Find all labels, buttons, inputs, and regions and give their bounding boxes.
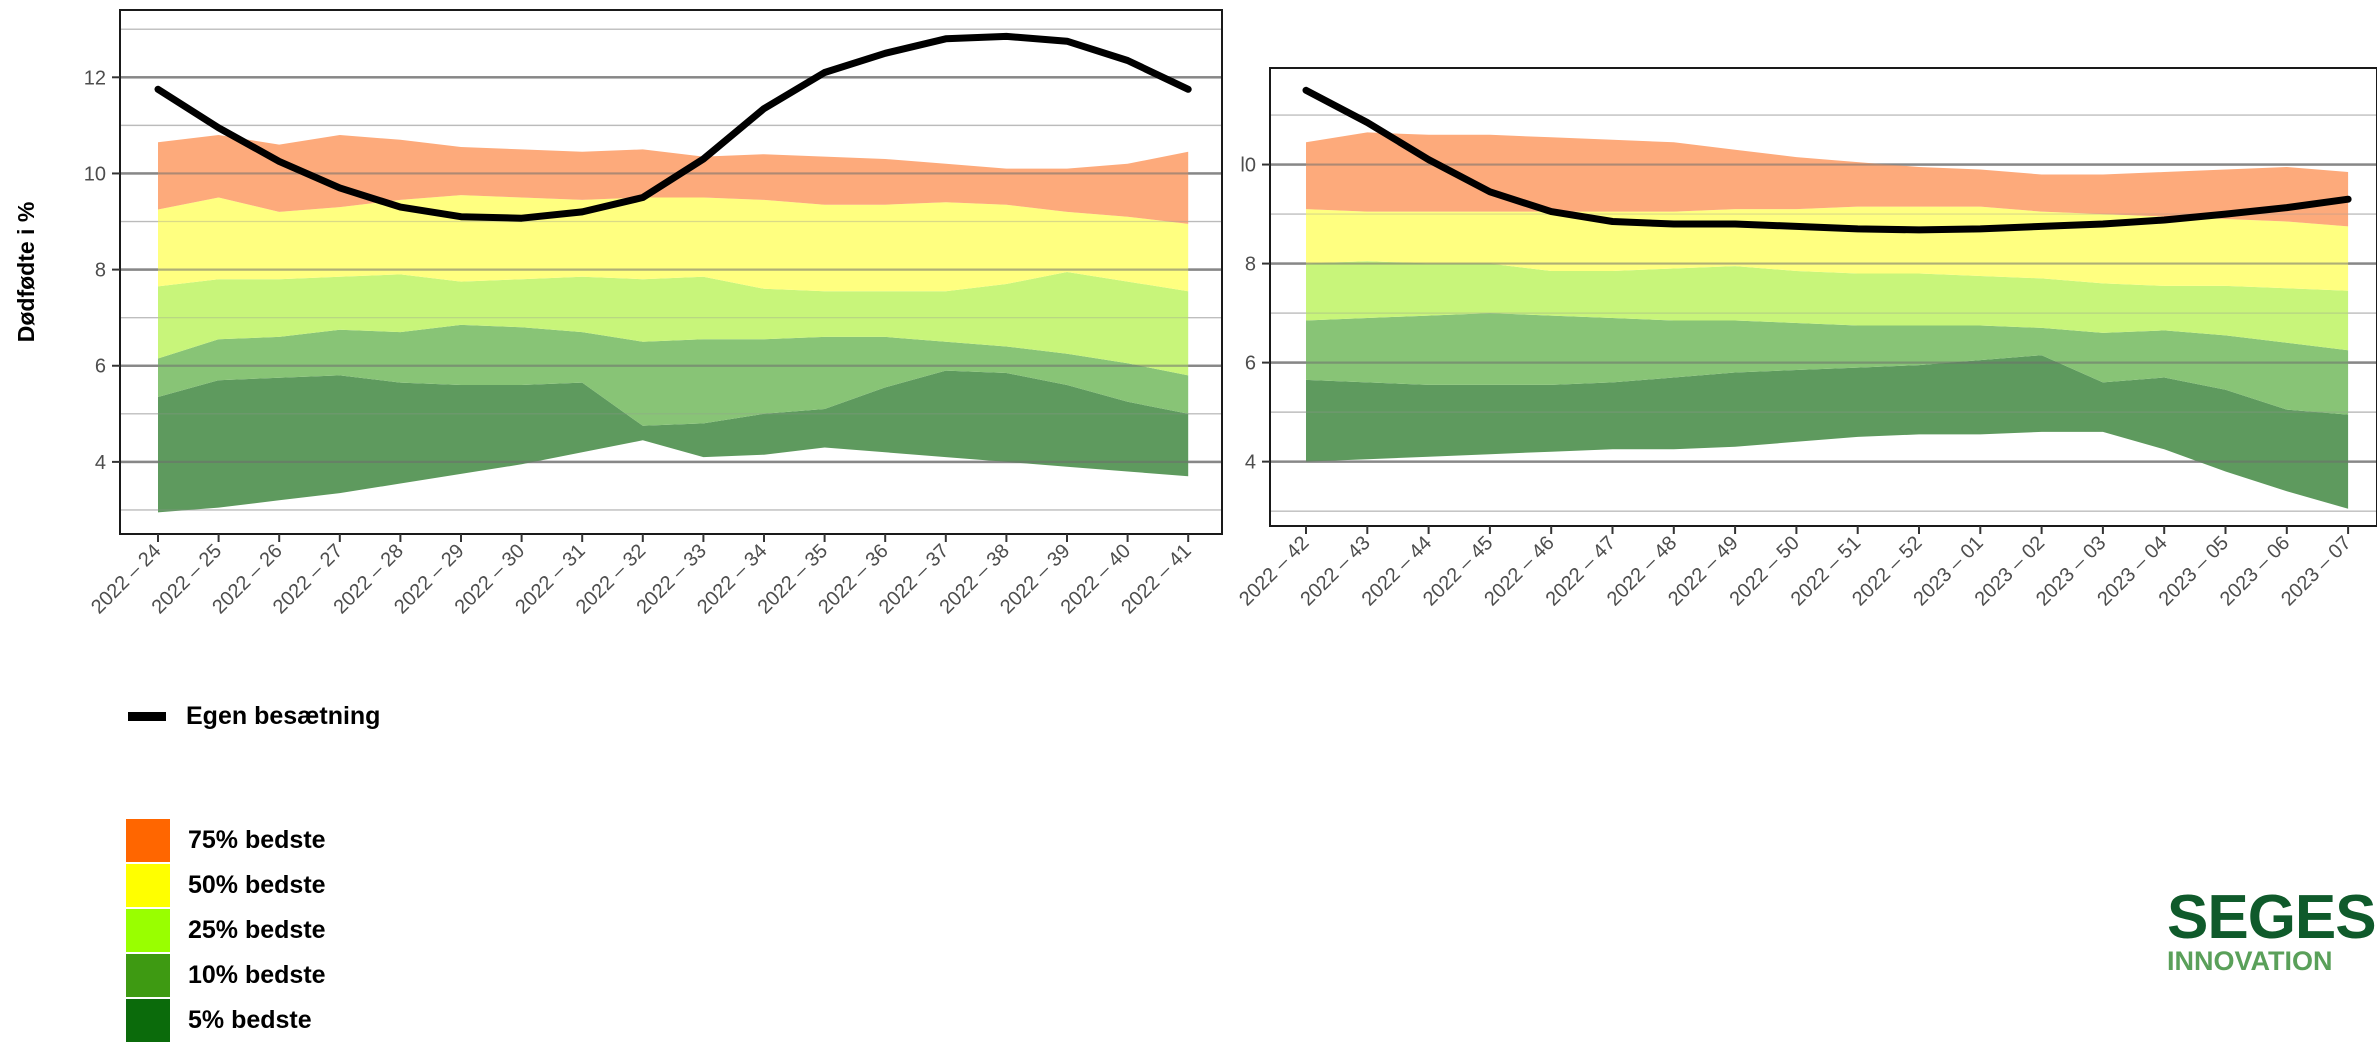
y-tick-label: 12: [84, 67, 106, 89]
legend-swatch: [126, 864, 170, 907]
panel-border: [1269, 67, 2377, 527]
legend-swatch: [126, 999, 170, 1042]
band-5-bedste: [1306, 355, 2349, 509]
legend-item: 5% bedste: [126, 998, 326, 1043]
y-tick-label: 6: [1245, 353, 1256, 375]
band-25-bedste: [1306, 261, 2349, 351]
band-25-bedste: [158, 272, 1189, 376]
legend-bands: 75% bedste 50% bedste 25% bedste 10% bedste…: [126, 818, 326, 1043]
legend-label: 5% bedste: [188, 1006, 312, 1034]
legend-item: 50% bedste: [126, 863, 326, 908]
y-tick-label: 8: [95, 260, 106, 282]
y-tick-label: 6: [95, 356, 106, 378]
legend-label: 25% bedste: [188, 916, 326, 944]
band-10-bedste: [1306, 313, 2349, 415]
band-5-bedste: [158, 370, 1189, 513]
seges-logo: SEGES INNOVATION: [2167, 883, 2377, 977]
y-tick-label: 4: [1245, 452, 1256, 474]
band-50-bedste: [158, 195, 1189, 292]
legend-item: 25% bedste: [126, 908, 326, 953]
series-line-own-herd: [1302, 86, 2352, 234]
legend-label: 50% bedste: [188, 871, 326, 899]
y-tick-label: 10: [84, 163, 106, 185]
legend-label: 10% bedste: [188, 961, 326, 989]
legend-item: 10% bedste: [126, 953, 326, 998]
legend-swatch: [126, 819, 170, 862]
y-tick-label: l0: [1240, 155, 1256, 177]
logo-seges: SEGES: [2167, 883, 2377, 952]
band-75-bedste: [1306, 132, 2349, 227]
y-axis-title: Dødfødte i %: [13, 202, 39, 343]
y-tick-label: 8: [1245, 254, 1256, 276]
series-line-own-herd: [154, 32, 1192, 222]
legend-item: 75% bedste: [126, 818, 326, 863]
logo-innovation: INNOVATION: [2167, 946, 2333, 976]
legend-own-herd-label: Egen besætning: [186, 702, 381, 730]
panel-border: [119, 9, 1223, 535]
legend-line-swatch: [128, 712, 166, 721]
y-tick-label: 4: [95, 452, 106, 474]
legend-swatch: [126, 909, 170, 952]
legend-own-herd: Egen besætning: [128, 702, 380, 731]
band-10-bedste: [158, 324, 1189, 426]
legend-swatch: [126, 954, 170, 997]
legend-label: 75% bedste: [188, 826, 326, 854]
